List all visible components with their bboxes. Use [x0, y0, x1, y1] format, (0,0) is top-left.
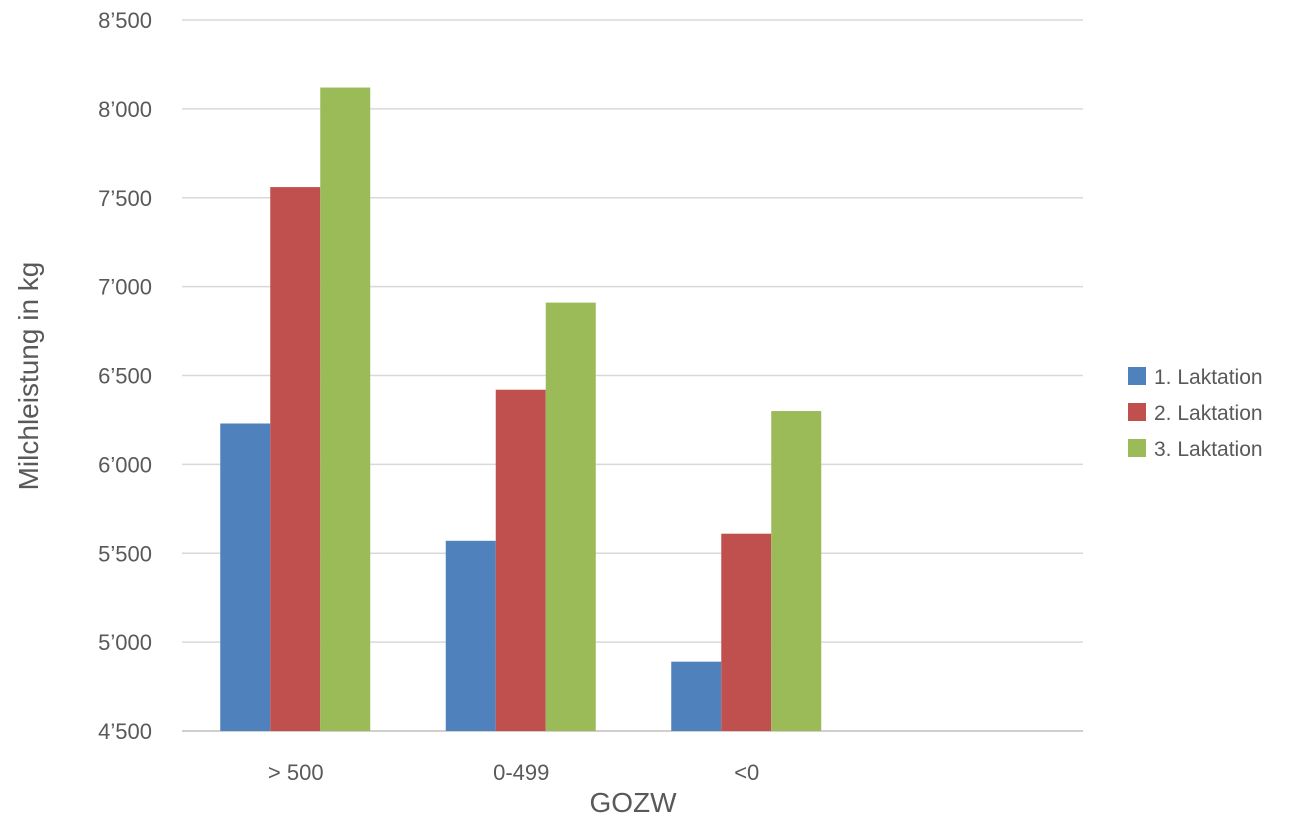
bar-1-1 [220, 423, 271, 731]
bar-3-2 [545, 302, 596, 731]
legend: 1. Laktation 2. Laktation 3. Laktation [1128, 366, 1263, 461]
x-tick-label: 0-499 [493, 760, 549, 785]
x-tick-label: <0 [734, 760, 759, 785]
legend-swatch [1128, 439, 1146, 457]
y-tick-label: 4’500 [98, 719, 152, 744]
x-tick-labels: > 500 0-499 <0 [268, 760, 759, 785]
y-tick-label: 7’000 [98, 275, 152, 300]
bars [220, 87, 822, 732]
y-axis-title: Milchleistung in kg [13, 262, 44, 491]
y-tick-label: 5’500 [98, 541, 152, 566]
bar-1-3 [671, 661, 722, 731]
legend-swatch [1128, 403, 1146, 421]
bar-1-2 [445, 540, 496, 731]
x-tick-label: > 500 [268, 760, 324, 785]
y-tick-label: 8’500 [98, 8, 152, 33]
bar-2-1 [270, 187, 321, 731]
y-tick-label: 6’000 [98, 452, 152, 477]
bar-3-3 [771, 411, 822, 731]
y-tick-label: 7’500 [98, 186, 152, 211]
x-axis-title: GOZW [589, 787, 677, 818]
y-tick-labels: 4’500 5’000 5’500 6’000 6’500 7’000 7’500 8’000… [98, 8, 152, 744]
bar-2-3 [721, 533, 772, 731]
legend-swatch [1128, 367, 1146, 385]
y-tick-label: 6’500 [98, 364, 152, 389]
legend-label: 2. Laktation [1154, 402, 1263, 425]
y-tick-label: 8’000 [98, 97, 152, 122]
bar-3-1 [320, 87, 371, 732]
bar-2-2 [495, 389, 546, 731]
legend-label: 3. Laktation [1154, 438, 1263, 461]
legend-label: 1. Laktation [1154, 366, 1263, 389]
y-tick-label: 5’000 [98, 630, 152, 655]
